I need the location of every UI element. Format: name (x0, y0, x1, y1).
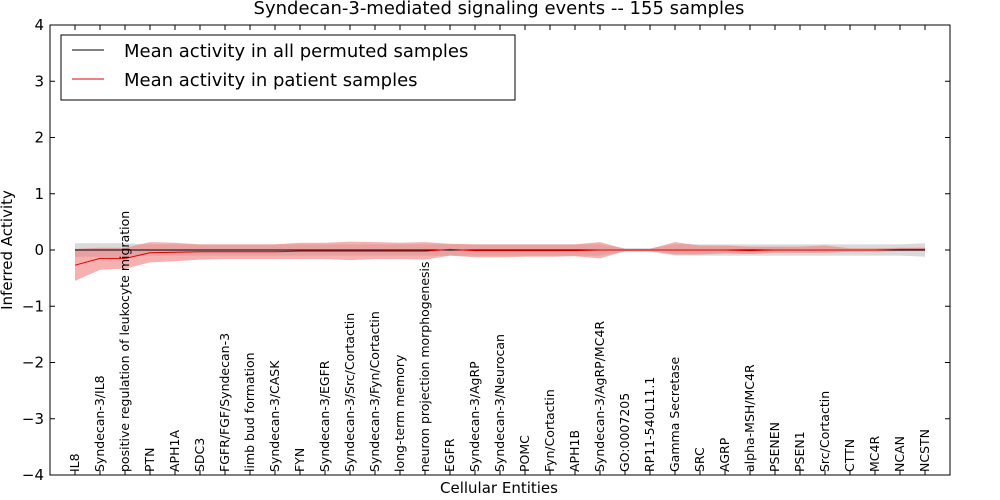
x-tick-label: FGFR/FGF/Syndecan-3 (217, 333, 232, 472)
x-tick-label: FYN (292, 448, 307, 472)
line-patient (74, 248, 925, 266)
x-tick-label: SDC3 (192, 438, 207, 472)
chart-title: Syndecan-3-mediated signaling events -- … (254, 0, 745, 19)
legend-box (60, 34, 516, 101)
x-axis-label: Cellular Entities (440, 479, 558, 497)
x-tick-label: NCSTN (917, 429, 932, 472)
x-tick-label: Syndecan-3/Fyn/Cortactin (367, 311, 382, 472)
x-tick-label: limb bud formation (242, 352, 257, 472)
confidence-bands (75, 241, 925, 281)
x-tick-label: RP11-540L11.1 (642, 377, 657, 472)
y-tick-label: 1 (34, 185, 44, 203)
y-tick-label: 0 (34, 241, 44, 259)
x-tick-label: POMC (517, 435, 532, 472)
x-tick-label: APH1A (167, 430, 182, 472)
x-tick-label: Syndecan-3/CASK (267, 360, 282, 472)
band-patient (75, 241, 925, 281)
y-tick-label: 2 (34, 129, 44, 147)
x-tick-label: SRC (692, 447, 707, 472)
x-tick-label: positive regulation of leukocyte migrati… (117, 211, 132, 472)
x-tick-label: PSEN1 (792, 431, 807, 472)
x-tick-label: Fyn/Cortactin (542, 389, 557, 472)
series-lines (74, 248, 925, 266)
x-tick-label: CTTN (842, 439, 857, 472)
x-tick-label: Gamma Secretase (667, 357, 682, 472)
x-tick-label: AGRP (717, 437, 732, 472)
legend-label-patient: Mean activity in patient samples (124, 70, 418, 91)
y-tick-label: 3 (34, 72, 44, 90)
x-tick-label: NCAN (892, 436, 907, 472)
x-tick-label: MC4R (867, 436, 882, 472)
y-tick-label: −3 (22, 410, 44, 428)
x-tick-label: PTN (142, 447, 157, 472)
legend-label-permuted: Mean activity in all permuted samples (124, 41, 468, 62)
x-tick-label: Syndecan-3/Src/Cortactin (342, 313, 357, 472)
x-tick-label: neuron projection morphogenesis (417, 261, 432, 472)
x-tick-label: long-term memory (392, 354, 407, 472)
x-tick-label: Syndecan-3/AgRP/MC4R (592, 321, 607, 472)
y-axis: −4 −3 −2 −1 0 1 2 3 4 (22, 16, 950, 484)
y-tick-label: 4 (34, 16, 44, 34)
y-tick-label: −2 (22, 354, 44, 372)
x-axis: IL8 Syndecan-3/IL8 positive regulation of … (67, 25, 932, 475)
y-tick-label: −1 (22, 297, 44, 315)
x-tick-label: PSENEN (767, 422, 782, 472)
x-tick-label: GO:0007205 (617, 393, 632, 472)
y-tick-label: −4 (22, 466, 44, 484)
x-tick-label: APH1B (567, 430, 582, 472)
y-axis-label: Inferred Activity (0, 190, 16, 310)
x-tick-label: Syndecan-3/AgRP (467, 361, 482, 472)
x-tick-label: EGFR (442, 438, 457, 472)
x-tick-label: Src/Cortactin (817, 391, 832, 472)
x-tick-label: alpha-MSH/MC4R (742, 364, 757, 472)
x-tick-label: Syndecan-3/EGFR (317, 360, 332, 472)
x-tick-label: Syndecan-3/IL8 (92, 375, 107, 472)
x-tick-label: Syndecan-3/Neurocan (492, 334, 507, 472)
legend: Mean activity in all permuted samples Me… (60, 34, 516, 101)
x-tick-label: IL8 (67, 453, 82, 472)
